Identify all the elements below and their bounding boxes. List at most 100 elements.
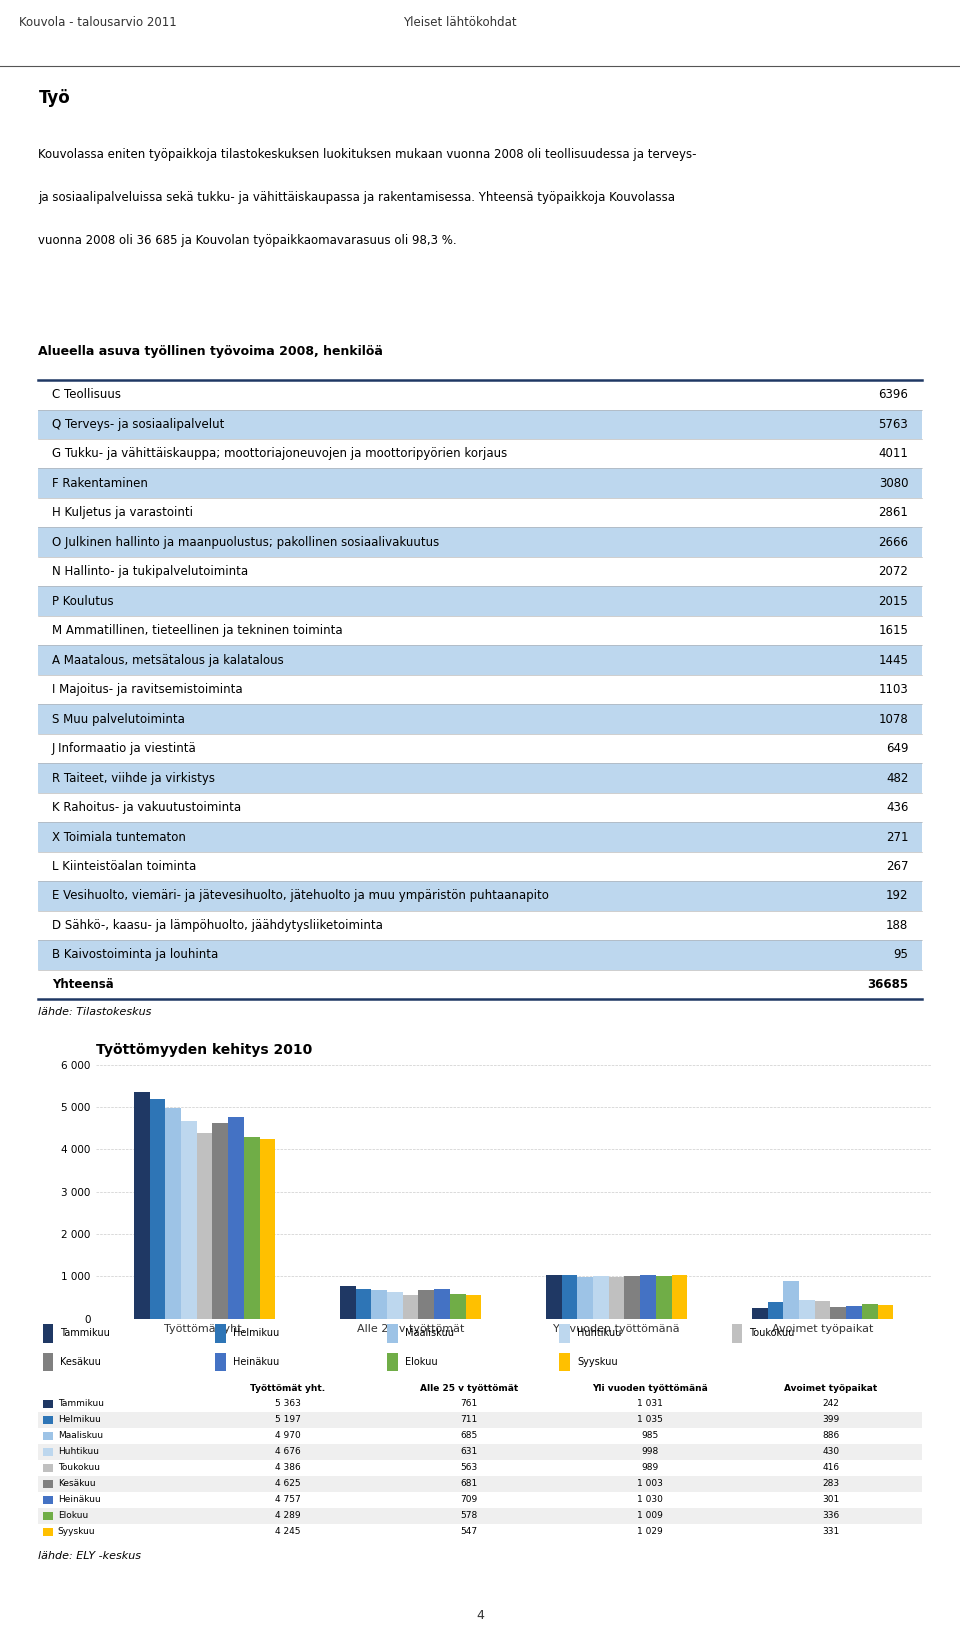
- Text: Helmikuu: Helmikuu: [58, 1415, 101, 1423]
- Text: D Sähkö-, kaasu- ja lämpöhuolto, jäähdytysliiketoiminta: D Sähkö-, kaasu- ja lämpöhuolto, jäähdyt…: [52, 919, 382, 932]
- Text: P Koulutus: P Koulutus: [52, 595, 113, 608]
- Bar: [43, 1528, 54, 1536]
- Bar: [355, 1289, 372, 1319]
- Bar: [624, 1276, 640, 1319]
- Text: Syyskuu: Syyskuu: [577, 1358, 618, 1368]
- Text: 331: 331: [823, 1527, 840, 1536]
- Bar: [43, 1512, 54, 1520]
- Text: 301: 301: [823, 1495, 840, 1504]
- Text: N Hallinto- ja tukipalvelutoiminta: N Hallinto- ja tukipalvelutoiminta: [52, 565, 248, 578]
- Bar: [815, 1301, 830, 1319]
- Bar: [181, 1120, 197, 1319]
- Text: 4011: 4011: [878, 447, 908, 460]
- Text: 1 029: 1 029: [637, 1527, 663, 1536]
- Text: J Informaatio ja viestintä: J Informaatio ja viestintä: [52, 742, 197, 755]
- Text: 4 289: 4 289: [276, 1512, 300, 1520]
- Bar: [403, 1294, 419, 1319]
- Text: 5 197: 5 197: [275, 1415, 300, 1423]
- Text: 4: 4: [476, 1609, 484, 1622]
- Bar: [340, 1286, 355, 1319]
- Text: 267: 267: [886, 860, 908, 873]
- Text: 649: 649: [886, 742, 908, 755]
- Bar: [877, 1304, 893, 1319]
- Text: 188: 188: [886, 919, 908, 932]
- Text: 1 035: 1 035: [637, 1415, 663, 1423]
- Text: 711: 711: [461, 1415, 477, 1423]
- Bar: [434, 1289, 450, 1319]
- Bar: [197, 1133, 212, 1319]
- Text: 1 003: 1 003: [637, 1479, 663, 1489]
- Text: 2861: 2861: [878, 506, 908, 519]
- Text: H Kuljetus ja varastointi: H Kuljetus ja varastointi: [52, 506, 193, 519]
- Text: Helmikuu: Helmikuu: [232, 1328, 279, 1338]
- Text: Elokuu: Elokuu: [58, 1512, 88, 1520]
- Text: Työttömyyden kehitys 2010: Työttömyyden kehitys 2010: [96, 1043, 312, 1057]
- Bar: [150, 1099, 165, 1319]
- Bar: [768, 1302, 783, 1319]
- Text: Alueella asuva työllinen työvoima 2008, henkilöä: Alueella asuva työllinen työvoima 2008, …: [38, 346, 383, 359]
- Text: 2072: 2072: [878, 565, 908, 578]
- Bar: [43, 1464, 54, 1473]
- Text: Yhteensä: Yhteensä: [52, 978, 113, 991]
- Bar: [38, 586, 922, 616]
- Bar: [43, 1415, 54, 1423]
- Text: A Maatalous, metsätalous ja kalatalous: A Maatalous, metsätalous ja kalatalous: [52, 654, 283, 667]
- Text: G Tukku- ja vähittäiskauppa; moottoriajoneuvojen ja moottoripyörien korjaus: G Tukku- ja vähittäiskauppa; moottoriajo…: [52, 447, 507, 460]
- Text: 1 030: 1 030: [637, 1495, 663, 1504]
- Bar: [593, 1276, 609, 1319]
- Text: 547: 547: [461, 1527, 477, 1536]
- Bar: [43, 1324, 54, 1343]
- Text: Heinäkuu: Heinäkuu: [58, 1495, 101, 1504]
- Text: 3080: 3080: [878, 477, 908, 490]
- Text: 1615: 1615: [878, 624, 908, 637]
- Text: Kesäkuu: Kesäkuu: [60, 1358, 102, 1368]
- Text: lähde: Tilastokeskus: lähde: Tilastokeskus: [38, 1007, 152, 1017]
- Text: O Julkinen hallinto ja maanpuolustus; pakollinen sosiaalivakuutus: O Julkinen hallinto ja maanpuolustus; pa…: [52, 536, 439, 549]
- Bar: [228, 1117, 244, 1319]
- Bar: [134, 1091, 150, 1319]
- Text: 1078: 1078: [878, 713, 908, 726]
- Bar: [38, 1396, 922, 1412]
- Bar: [387, 1292, 403, 1319]
- Bar: [43, 1495, 54, 1504]
- Text: 416: 416: [823, 1463, 840, 1473]
- Text: 36685: 36685: [867, 978, 908, 991]
- Bar: [609, 1276, 624, 1319]
- Bar: [215, 1353, 226, 1371]
- Bar: [387, 1324, 397, 1343]
- Text: 989: 989: [641, 1463, 659, 1473]
- Bar: [752, 1309, 768, 1319]
- Text: 95: 95: [894, 948, 908, 962]
- Text: Yli vuoden työttömänä: Yli vuoden työttömänä: [592, 1384, 708, 1392]
- Text: Yleiset lähtökohdat: Yleiset lähtökohdat: [403, 16, 516, 28]
- Text: 399: 399: [823, 1415, 840, 1423]
- Bar: [577, 1278, 593, 1319]
- Bar: [732, 1324, 742, 1343]
- Text: 336: 336: [823, 1512, 840, 1520]
- Text: Elokuu: Elokuu: [405, 1358, 438, 1368]
- Bar: [799, 1301, 815, 1319]
- Bar: [560, 1324, 570, 1343]
- Text: 4 757: 4 757: [275, 1495, 300, 1504]
- Text: R Taiteet, viihde ja virkistys: R Taiteet, viihde ja virkistys: [52, 771, 215, 785]
- Bar: [43, 1479, 54, 1487]
- Bar: [38, 763, 922, 793]
- Bar: [656, 1276, 672, 1319]
- Text: Huhtikuu: Huhtikuu: [58, 1446, 99, 1456]
- Bar: [43, 1448, 54, 1456]
- Text: 681: 681: [461, 1479, 477, 1489]
- Bar: [38, 704, 922, 734]
- Text: Syyskuu: Syyskuu: [58, 1527, 95, 1536]
- Text: 2015: 2015: [878, 595, 908, 608]
- Text: M Ammatillinen, tieteellinen ja tekninen toiminta: M Ammatillinen, tieteellinen ja tekninen…: [52, 624, 343, 637]
- Text: 886: 886: [823, 1432, 840, 1440]
- Text: Työ: Työ: [38, 88, 70, 106]
- Bar: [38, 1476, 922, 1492]
- Bar: [43, 1353, 54, 1371]
- Bar: [38, 940, 922, 970]
- Text: Alle 25 v työttömät: Alle 25 v työttömät: [420, 1384, 518, 1392]
- Text: 6396: 6396: [878, 388, 908, 401]
- Text: 685: 685: [461, 1432, 477, 1440]
- Bar: [640, 1274, 656, 1319]
- Text: 5763: 5763: [878, 418, 908, 431]
